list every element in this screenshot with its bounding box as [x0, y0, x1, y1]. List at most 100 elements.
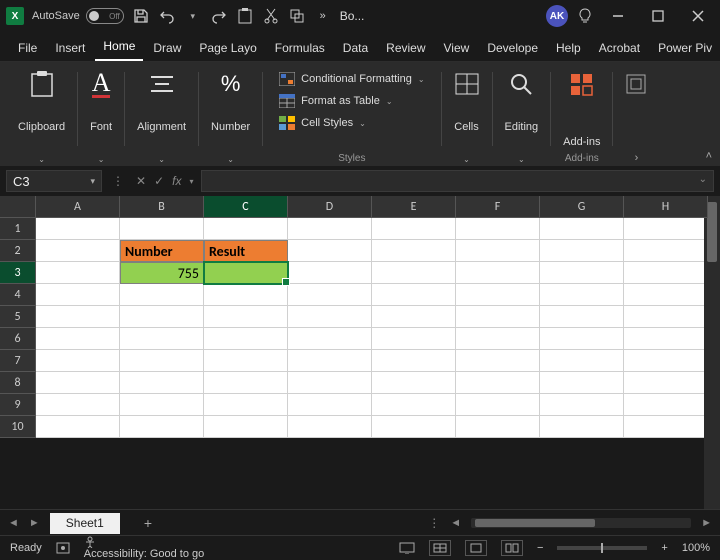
- cell-e7[interactable]: [372, 350, 456, 372]
- tab-data[interactable]: Data: [335, 35, 376, 61]
- editing-dropdown-icon[interactable]: ⌄: [518, 155, 525, 164]
- ribbon-group-editing[interactable]: Editing ⌄: [495, 66, 549, 166]
- horizontal-scroll-thumb[interactable]: [475, 519, 595, 527]
- vertical-scroll-thumb[interactable]: [707, 202, 717, 262]
- cell-a7[interactable]: [36, 350, 120, 372]
- tab-powerpivot[interactable]: Power Piv: [650, 35, 720, 61]
- col-header-b[interactable]: B: [120, 196, 204, 218]
- clipboard-dropdown-icon[interactable]: ⌄: [38, 155, 45, 164]
- cell-e4[interactable]: [372, 284, 456, 306]
- new-sheet-button[interactable]: +: [130, 515, 166, 531]
- ribbon-group-number[interactable]: % Number ⌄: [201, 66, 260, 166]
- cell-d3[interactable]: [288, 262, 372, 284]
- cell-b3[interactable]: 755: [120, 262, 204, 284]
- row-header-3[interactable]: 3: [0, 262, 36, 284]
- cell-h8[interactable]: [624, 372, 708, 394]
- sheet-tab-active[interactable]: Sheet1: [50, 513, 120, 534]
- cell-g5[interactable]: [540, 306, 624, 328]
- cell-h4[interactable]: [624, 284, 708, 306]
- view-normal-icon[interactable]: [429, 540, 451, 556]
- qat-paste-icon[interactable]: [236, 7, 254, 25]
- row-header-2[interactable]: 2: [0, 240, 36, 262]
- tab-page-layout[interactable]: Page Layo: [191, 35, 264, 61]
- hscroll-left-icon[interactable]: ◄: [450, 517, 461, 529]
- cell-g7[interactable]: [540, 350, 624, 372]
- cell-c2[interactable]: Result: [204, 240, 288, 262]
- macro-record-icon[interactable]: [56, 542, 70, 554]
- col-header-d[interactable]: D: [288, 196, 372, 218]
- row-header-1[interactable]: 1: [0, 218, 36, 240]
- cell-d10[interactable]: [288, 416, 372, 438]
- cell-h3[interactable]: [624, 262, 708, 284]
- cell-g10[interactable]: [540, 416, 624, 438]
- cell-h9[interactable]: [624, 394, 708, 416]
- fx-icon[interactable]: fx: [172, 174, 181, 188]
- col-header-f[interactable]: F: [456, 196, 540, 218]
- cell-d7[interactable]: [288, 350, 372, 372]
- cell-h10[interactable]: [624, 416, 708, 438]
- cell-f4[interactable]: [456, 284, 540, 306]
- cell-h7[interactable]: [624, 350, 708, 372]
- tab-view[interactable]: View: [436, 35, 478, 61]
- cell-b4[interactable]: [120, 284, 204, 306]
- zoom-level[interactable]: 100%: [682, 542, 710, 554]
- row-header-5[interactable]: 5: [0, 306, 36, 328]
- font-dropdown-icon[interactable]: ⌄: [98, 155, 105, 164]
- cell-g3[interactable]: [540, 262, 624, 284]
- row-header-8[interactable]: 8: [0, 372, 36, 394]
- cell-a5[interactable]: [36, 306, 120, 328]
- tab-insert[interactable]: Insert: [47, 35, 93, 61]
- cell-d5[interactable]: [288, 306, 372, 328]
- qat-cut-icon[interactable]: [262, 7, 280, 25]
- ribbon-overflow-arrow-icon[interactable]: ›: [635, 152, 639, 164]
- cell-d2[interactable]: [288, 240, 372, 262]
- cell-f2[interactable]: [456, 240, 540, 262]
- zoom-out-icon[interactable]: −: [537, 542, 543, 554]
- row-header-4[interactable]: 4: [0, 284, 36, 306]
- hscroll-right-icon[interactable]: ►: [701, 517, 712, 529]
- cell-f6[interactable]: [456, 328, 540, 350]
- format-as-table-button[interactable]: Format as Table ⌄: [275, 92, 396, 110]
- cell-d8[interactable]: [288, 372, 372, 394]
- tab-developer[interactable]: Develope: [479, 35, 546, 61]
- cell-e3[interactable]: [372, 262, 456, 284]
- cell-b10[interactable]: [120, 416, 204, 438]
- user-avatar[interactable]: AK: [546, 5, 568, 27]
- name-box[interactable]: C3 ▾: [6, 170, 102, 192]
- lightbulb-icon[interactable]: [576, 7, 594, 25]
- cell-f3[interactable]: [456, 262, 540, 284]
- cell-e1[interactable]: [372, 218, 456, 240]
- ribbon-overflow[interactable]: ›: [615, 66, 657, 166]
- cell-c7[interactable]: [204, 350, 288, 372]
- view-page-break-icon[interactable]: [501, 540, 523, 556]
- tab-acrobat[interactable]: Acrobat: [591, 35, 648, 61]
- ribbon-group-alignment[interactable]: Alignment ⌄: [127, 66, 196, 166]
- cell-c10[interactable]: [204, 416, 288, 438]
- cell-e8[interactable]: [372, 372, 456, 394]
- maximize-button[interactable]: [642, 2, 674, 30]
- save-icon[interactable]: [132, 7, 150, 25]
- cell-b8[interactable]: [120, 372, 204, 394]
- cell-e2[interactable]: [372, 240, 456, 262]
- cells-dropdown-icon[interactable]: ⌄: [463, 155, 470, 164]
- cell-h2[interactable]: [624, 240, 708, 262]
- cell-d9[interactable]: [288, 394, 372, 416]
- cell-d1[interactable]: [288, 218, 372, 240]
- tab-home[interactable]: Home: [95, 33, 143, 61]
- cell-e10[interactable]: [372, 416, 456, 438]
- row-header-6[interactable]: 6: [0, 328, 36, 350]
- cell-c1[interactable]: [204, 218, 288, 240]
- tab-draw[interactable]: Draw: [145, 35, 189, 61]
- vertical-scrollbar[interactable]: [704, 196, 720, 509]
- cell-c8[interactable]: [204, 372, 288, 394]
- minimize-button[interactable]: [602, 2, 634, 30]
- cell-g8[interactable]: [540, 372, 624, 394]
- cell-g4[interactable]: [540, 284, 624, 306]
- ribbon-group-cells[interactable]: Cells ⌄: [444, 66, 490, 166]
- cell-f1[interactable]: [456, 218, 540, 240]
- cell-a1[interactable]: [36, 218, 120, 240]
- cell-f10[interactable]: [456, 416, 540, 438]
- tab-file[interactable]: File: [10, 35, 45, 61]
- cell-f9[interactable]: [456, 394, 540, 416]
- cells-area[interactable]: Number Result 755: [36, 218, 708, 438]
